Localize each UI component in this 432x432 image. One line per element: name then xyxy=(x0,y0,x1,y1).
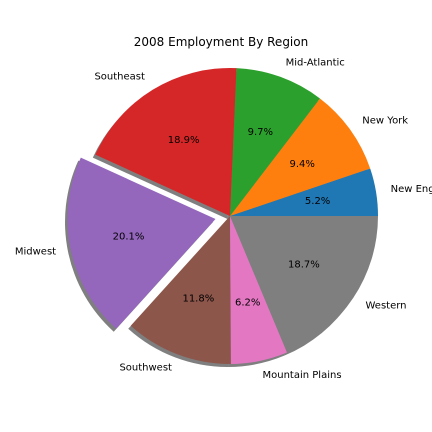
category-labels: New England New York Mid-Atlantic Southeast… xyxy=(15,57,432,381)
pct-label-southwest: 11.8% xyxy=(182,293,214,304)
slice-midwest xyxy=(67,157,216,329)
category-label-mid-atlantic: Mid-Atlantic xyxy=(286,57,345,68)
slice-western xyxy=(230,216,378,353)
percentage-labels: 5.2% 9.4% 9.7% 18.9% 20.1% 11.8% 6.2% 18.7% xyxy=(113,127,331,308)
slice-mountain-plains xyxy=(230,216,288,364)
pct-label-midwest: 20.1% xyxy=(113,232,145,243)
pct-label-new-england: 5.2% xyxy=(305,196,330,207)
slice-mid-atlantic xyxy=(230,68,320,216)
chart-title: 2008 Employment By Region xyxy=(134,35,308,49)
category-label-new-england: New England xyxy=(391,184,432,195)
pct-label-western: 18.7% xyxy=(288,260,320,271)
slice-new-england xyxy=(230,168,378,216)
pct-label-mid-atlantic: 9.7% xyxy=(248,127,273,138)
category-label-new-york: New York xyxy=(362,116,408,127)
pct-label-southeast: 18.9% xyxy=(168,135,200,146)
slice-southeast xyxy=(95,68,237,216)
pie-slices xyxy=(67,68,378,364)
category-label-mountain-plains: Mountain Plains xyxy=(263,370,342,381)
category-label-southwest: Southwest xyxy=(119,363,172,374)
slice-southwest xyxy=(130,216,231,364)
category-label-western: Western xyxy=(366,301,407,312)
slice-new-york xyxy=(230,98,371,216)
pct-label-new-york: 9.4% xyxy=(289,159,314,170)
category-label-midwest: Midwest xyxy=(15,247,56,258)
category-label-southeast: Southeast xyxy=(94,72,145,83)
pct-label-mountain-plains: 6.2% xyxy=(235,298,260,309)
